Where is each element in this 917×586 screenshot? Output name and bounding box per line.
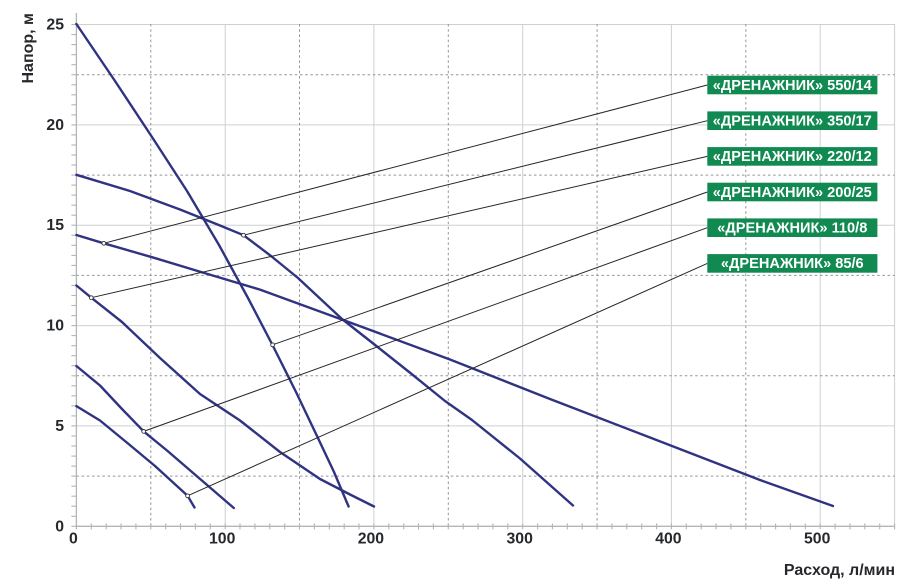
svg-text:«ДРЕНАЖНИК» 350/17: «ДРЕНАЖНИК» 350/17: [713, 114, 872, 130]
svg-text:500: 500: [804, 531, 831, 548]
svg-text:300: 300: [507, 531, 534, 548]
svg-text:0: 0: [55, 518, 64, 535]
svg-text:100: 100: [209, 531, 236, 548]
svg-text:«ДРЕНАЖНИК» 550/14: «ДРЕНАЖНИК» 550/14: [713, 78, 873, 94]
svg-text:400: 400: [655, 531, 682, 548]
svg-text:5: 5: [55, 418, 64, 435]
svg-text:0: 0: [69, 531, 78, 548]
svg-text:25: 25: [46, 17, 64, 34]
svg-text:10: 10: [46, 318, 64, 335]
svg-text:«ДРЕНАЖНИК» 220/12: «ДРЕНАЖНИК» 220/12: [713, 149, 872, 165]
svg-text:«ДРЕНАЖНИК» 110/8: «ДРЕНАЖНИК» 110/8: [717, 221, 867, 237]
svg-text:20: 20: [46, 117, 64, 134]
svg-text:«ДРЕНАЖНИК» 85/6: «ДРЕНАЖНИК» 85/6: [721, 256, 864, 272]
svg-text:Расход, л/мин: Расход, л/мин: [784, 562, 895, 579]
svg-text:200: 200: [358, 531, 385, 548]
svg-text:«ДРЕНАЖНИК» 200/25: «ДРЕНАЖНИК» 200/25: [713, 185, 872, 201]
svg-text:15: 15: [46, 217, 64, 234]
svg-text:Напор, м: Напор, м: [20, 13, 37, 83]
